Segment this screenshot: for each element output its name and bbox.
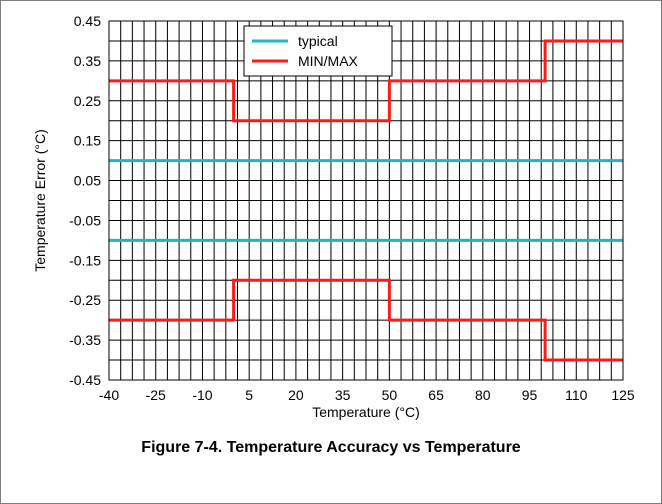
legend-box	[243, 25, 393, 77]
x-tick-label: 110	[565, 387, 588, 403]
y-tick-label: 0.15	[74, 133, 101, 149]
x-tick-label: 50	[382, 387, 398, 403]
y-tick-label: 0.45	[74, 13, 101, 29]
x-tick-label: 65	[428, 387, 444, 403]
y-tick-label: -0.15	[69, 252, 101, 268]
tick-labels: -40 -25 -10 5 20 35 50 65 80 95 110 125 -0.45 -0.35 -0…	[69, 13, 635, 403]
y-tick-label: 0.25	[74, 93, 101, 109]
legend-label: MIN/MAX	[298, 53, 359, 69]
y-tick-label: 0.35	[74, 53, 101, 69]
x-axis-title: Temperature (°C)	[312, 404, 420, 420]
y-tick-label: -0.05	[69, 212, 101, 228]
y-tick-label: -0.25	[69, 292, 101, 308]
x-tick-label: 125	[611, 387, 635, 403]
x-tick-label: -25	[146, 387, 166, 403]
x-tick-label: 5	[245, 387, 253, 403]
series-line-4	[109, 278, 623, 362]
plot-border	[108, 20, 624, 381]
y-tick-label: 0.05	[74, 173, 101, 189]
x-tick-label: -40	[99, 387, 119, 403]
temperature-accuracy-chart: -40 -25 -10 5 20 35 50 65 80 95 110 125 -0.45 -0.35 -0…	[32, 13, 635, 420]
plot-series	[109, 39, 623, 362]
y-tick-label: -0.45	[69, 372, 101, 388]
figure-caption: Figure 7-4. Temperature Accuracy vs Temp…	[141, 439, 521, 456]
legend-label: typical	[298, 33, 338, 49]
series-line-3	[109, 39, 623, 123]
x-tick-label: 20	[288, 387, 304, 403]
x-tick-label: 80	[475, 387, 491, 403]
x-tick-label: 95	[522, 387, 538, 403]
x-tick-label: 35	[335, 387, 351, 403]
y-axis-title: Temperature Error (°C)	[32, 129, 48, 272]
legend: typical MIN/MAX	[243, 25, 393, 77]
x-tick-label: -10	[192, 387, 212, 403]
y-tick-label: -0.35	[69, 332, 101, 348]
